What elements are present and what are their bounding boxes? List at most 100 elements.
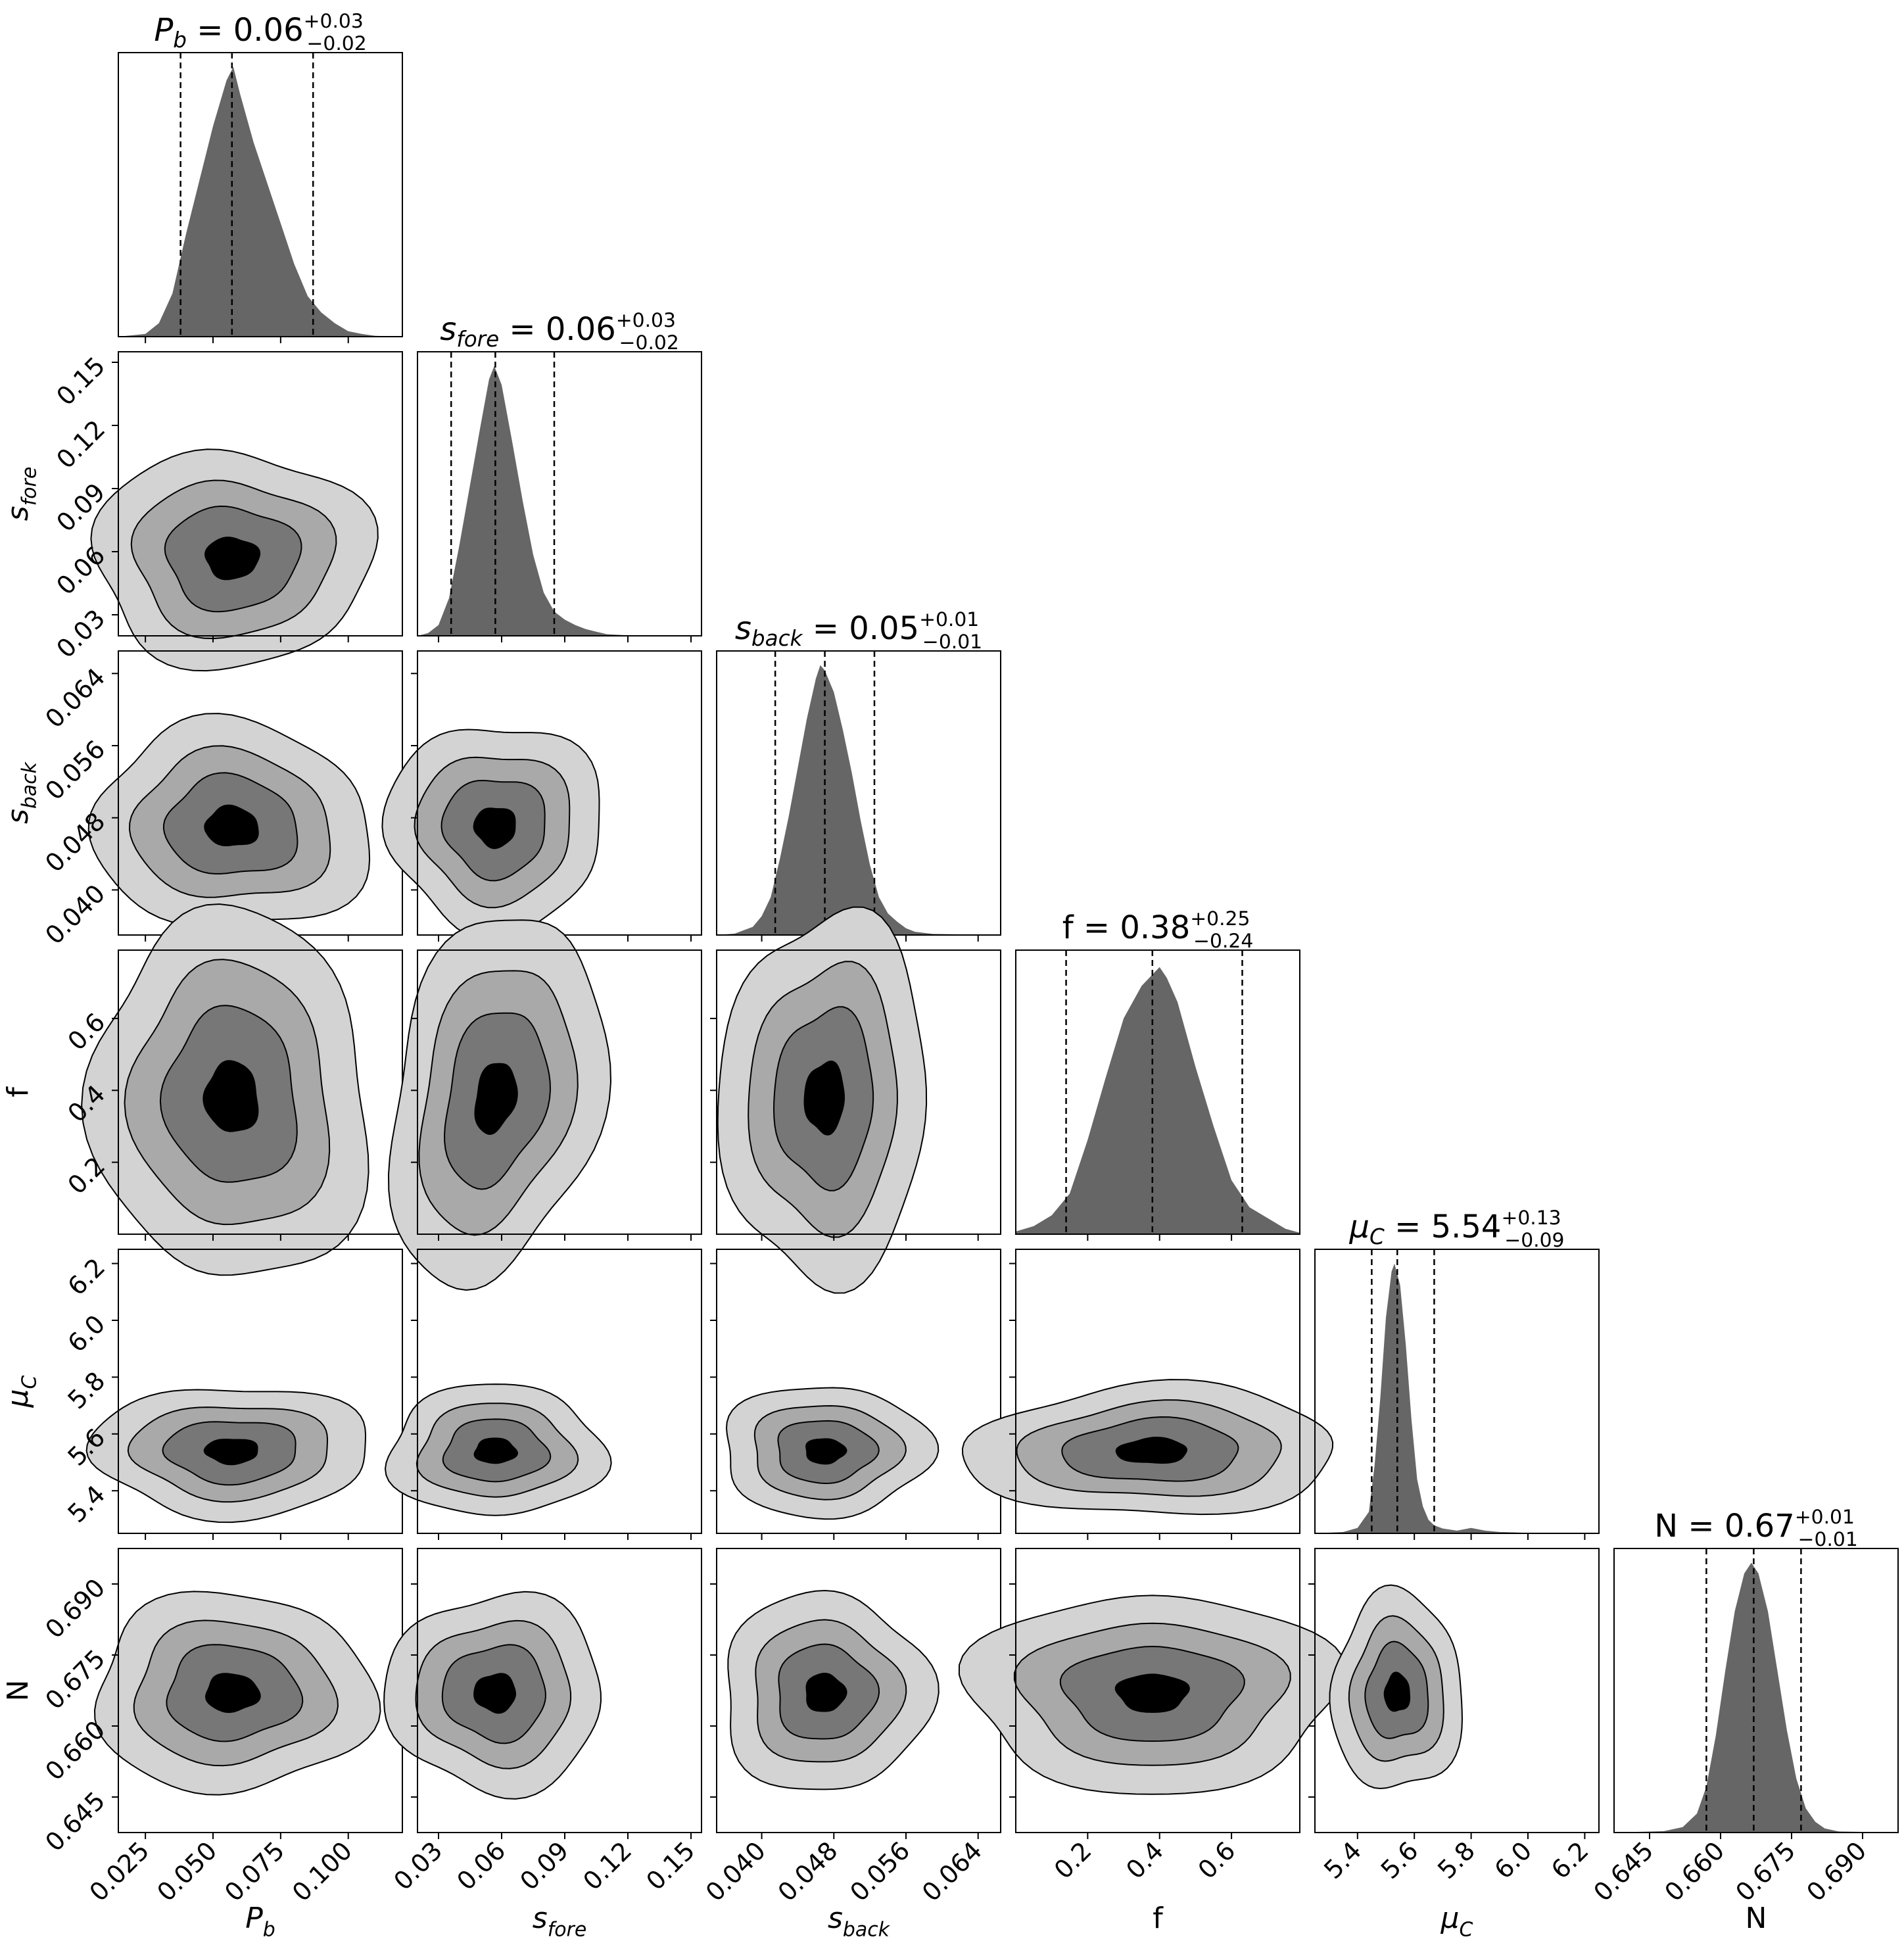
title-muC: μC = 5.54+0.13 −0.09 bbox=[1349, 1207, 1565, 1252]
x-tick-label: 0.048 bbox=[773, 1836, 844, 1907]
x-tick-label: 0.690 bbox=[1801, 1836, 1872, 1907]
contour-level-4 bbox=[805, 1438, 847, 1465]
y-tick-label: 0.690 bbox=[39, 1573, 110, 1644]
axis-label-sback: sback bbox=[828, 1902, 891, 1941]
x-tick-label: 0.6 bbox=[1193, 1836, 1241, 1884]
contour-level-4 bbox=[204, 804, 259, 846]
axis-label-sfore: sfore bbox=[533, 1902, 586, 1941]
y-tick-label: 0.12 bbox=[51, 414, 110, 474]
x-tick-label: 0.06 bbox=[451, 1836, 511, 1896]
contour-level-4 bbox=[474, 1063, 518, 1136]
histogram-sfore bbox=[417, 366, 702, 636]
contour-level-4 bbox=[473, 1673, 516, 1714]
label-subscript: back bbox=[843, 1918, 891, 1941]
y-tick-label: 6.0 bbox=[62, 1309, 111, 1358]
y-tick-label: 6.2 bbox=[62, 1253, 111, 1301]
panel-muC-sback bbox=[710, 1249, 1001, 1540]
y-tick-label: 0.15 bbox=[51, 351, 110, 411]
axis-label-N: N bbox=[1746, 1902, 1767, 1935]
title-sback: sback = 0.05+0.01 −0.01 bbox=[735, 608, 982, 654]
panel-sback-sfore bbox=[381, 650, 702, 942]
panel-frame bbox=[417, 949, 702, 1235]
label-subscript: b bbox=[263, 1918, 275, 1941]
label-symbol: μ bbox=[1440, 1902, 1460, 1935]
panel-frame bbox=[1015, 1249, 1300, 1534]
contour-level-4 bbox=[203, 1439, 258, 1466]
panel-frame bbox=[118, 351, 403, 636]
x-tick-label: 0.12 bbox=[577, 1836, 637, 1896]
y-tick-label: 0.03 bbox=[51, 604, 110, 663]
panel-frame bbox=[118, 1249, 403, 1534]
x-tick-label: 0.675 bbox=[1730, 1836, 1801, 1907]
contour-level-4 bbox=[805, 1672, 847, 1712]
contour-level-4 bbox=[204, 1673, 261, 1714]
label-symbol: s bbox=[1, 506, 35, 521]
axis-label-f: f bbox=[1153, 1902, 1164, 1935]
label-symbol: f bbox=[1153, 1902, 1164, 1935]
x-tick-label: 5.8 bbox=[1432, 1836, 1481, 1884]
panel-frame bbox=[417, 351, 702, 636]
panel-muC-f bbox=[961, 1249, 1334, 1540]
x-tick-label: 0.2 bbox=[1049, 1836, 1097, 1884]
panel-N-f: 0.2 0.4 0.6 bbox=[958, 1548, 1346, 1884]
panel-frame bbox=[417, 1548, 702, 1833]
contour-level-4 bbox=[1383, 1671, 1411, 1712]
histogram-f bbox=[1016, 967, 1300, 1234]
panel-f-sfore bbox=[387, 919, 702, 1291]
histogram-Pb bbox=[118, 66, 402, 337]
axis-label-sback: sback bbox=[1, 761, 41, 824]
title-sfore: sfore = 0.06+0.03 −0.02 bbox=[440, 309, 679, 354]
label-symbol: μ bbox=[1, 1389, 35, 1408]
label-subscript: C bbox=[18, 1375, 41, 1389]
x-tick-label: 0.100 bbox=[287, 1836, 358, 1907]
panel-Pb-Pb: Pb = 0.06+0.03 −0.02 bbox=[118, 10, 403, 343]
axis-label-Pb: Pb bbox=[245, 1902, 275, 1941]
x-tick-label: 0.056 bbox=[844, 1836, 915, 1907]
label-symbol: f bbox=[1, 1086, 35, 1097]
panel-N-N: N = 0.67+0.01 −0.01 0.645 0.660 0.675 0.690 bbox=[1588, 1506, 1899, 1907]
title-f: f = 0.38+0.25 −0.24 bbox=[1062, 907, 1254, 953]
panel-N-sfore: 0.03 0.06 0.09 0.12 0.15 bbox=[383, 1548, 702, 1896]
histogram-N bbox=[1614, 1562, 1898, 1833]
x-tick-label: 0.4 bbox=[1120, 1836, 1169, 1884]
label-symbol: P bbox=[245, 1902, 263, 1935]
x-tick-label: 0.025 bbox=[83, 1836, 155, 1907]
axis-label-muC: μC bbox=[1440, 1902, 1473, 1941]
x-tick-label: 0.040 bbox=[700, 1836, 771, 1907]
y-tick-label: 0.064 bbox=[39, 663, 110, 734]
label-symbol: s bbox=[533, 1902, 548, 1935]
x-tick-label: 0.03 bbox=[388, 1836, 448, 1896]
panel-frame bbox=[1314, 1249, 1600, 1534]
x-tick-label: 0.660 bbox=[1659, 1836, 1730, 1907]
y-tick-label: 0.040 bbox=[39, 879, 110, 950]
x-tick-label: 0.645 bbox=[1588, 1836, 1659, 1907]
panel-frame bbox=[1015, 949, 1300, 1235]
label-symbol: N bbox=[1, 1680, 35, 1702]
label-subscript: back bbox=[18, 761, 41, 809]
label-subscript: fore bbox=[18, 467, 41, 506]
axis-label-muC: μC bbox=[1, 1375, 41, 1408]
panel-f-sback bbox=[710, 906, 1001, 1294]
panel-muC-Pb: 5.45.65.86.06.2 bbox=[62, 1249, 403, 1540]
label-symbol: s bbox=[828, 1902, 843, 1935]
x-tick-label: 0.050 bbox=[151, 1836, 222, 1907]
contour-level-4 bbox=[1115, 1436, 1187, 1464]
panel-sfore-sfore: sfore = 0.06+0.03 −0.02 bbox=[417, 309, 702, 642]
contour-level-4 bbox=[1114, 1673, 1190, 1714]
title-Pb: Pb = 0.06+0.03 −0.02 bbox=[154, 10, 366, 55]
y-tick-label: 0.645 bbox=[39, 1786, 110, 1857]
contour-level-4 bbox=[202, 1060, 259, 1132]
y-tick-label: 5.4 bbox=[62, 1479, 111, 1528]
x-tick-label: 0.075 bbox=[219, 1836, 290, 1907]
panel-frame bbox=[118, 52, 403, 337]
x-tick-label: 6.2 bbox=[1546, 1836, 1594, 1884]
x-tick-label: 0.09 bbox=[514, 1836, 574, 1896]
histogram-muC bbox=[1315, 1263, 1599, 1533]
contour-level-4 bbox=[473, 1437, 519, 1464]
x-tick-label: 5.4 bbox=[1318, 1836, 1367, 1884]
x-tick-label: 6.0 bbox=[1489, 1836, 1538, 1884]
x-tick-label: 0.064 bbox=[916, 1836, 988, 1907]
x-tick-label: 5.6 bbox=[1375, 1836, 1424, 1884]
panel-muC-sfore bbox=[384, 1249, 702, 1540]
